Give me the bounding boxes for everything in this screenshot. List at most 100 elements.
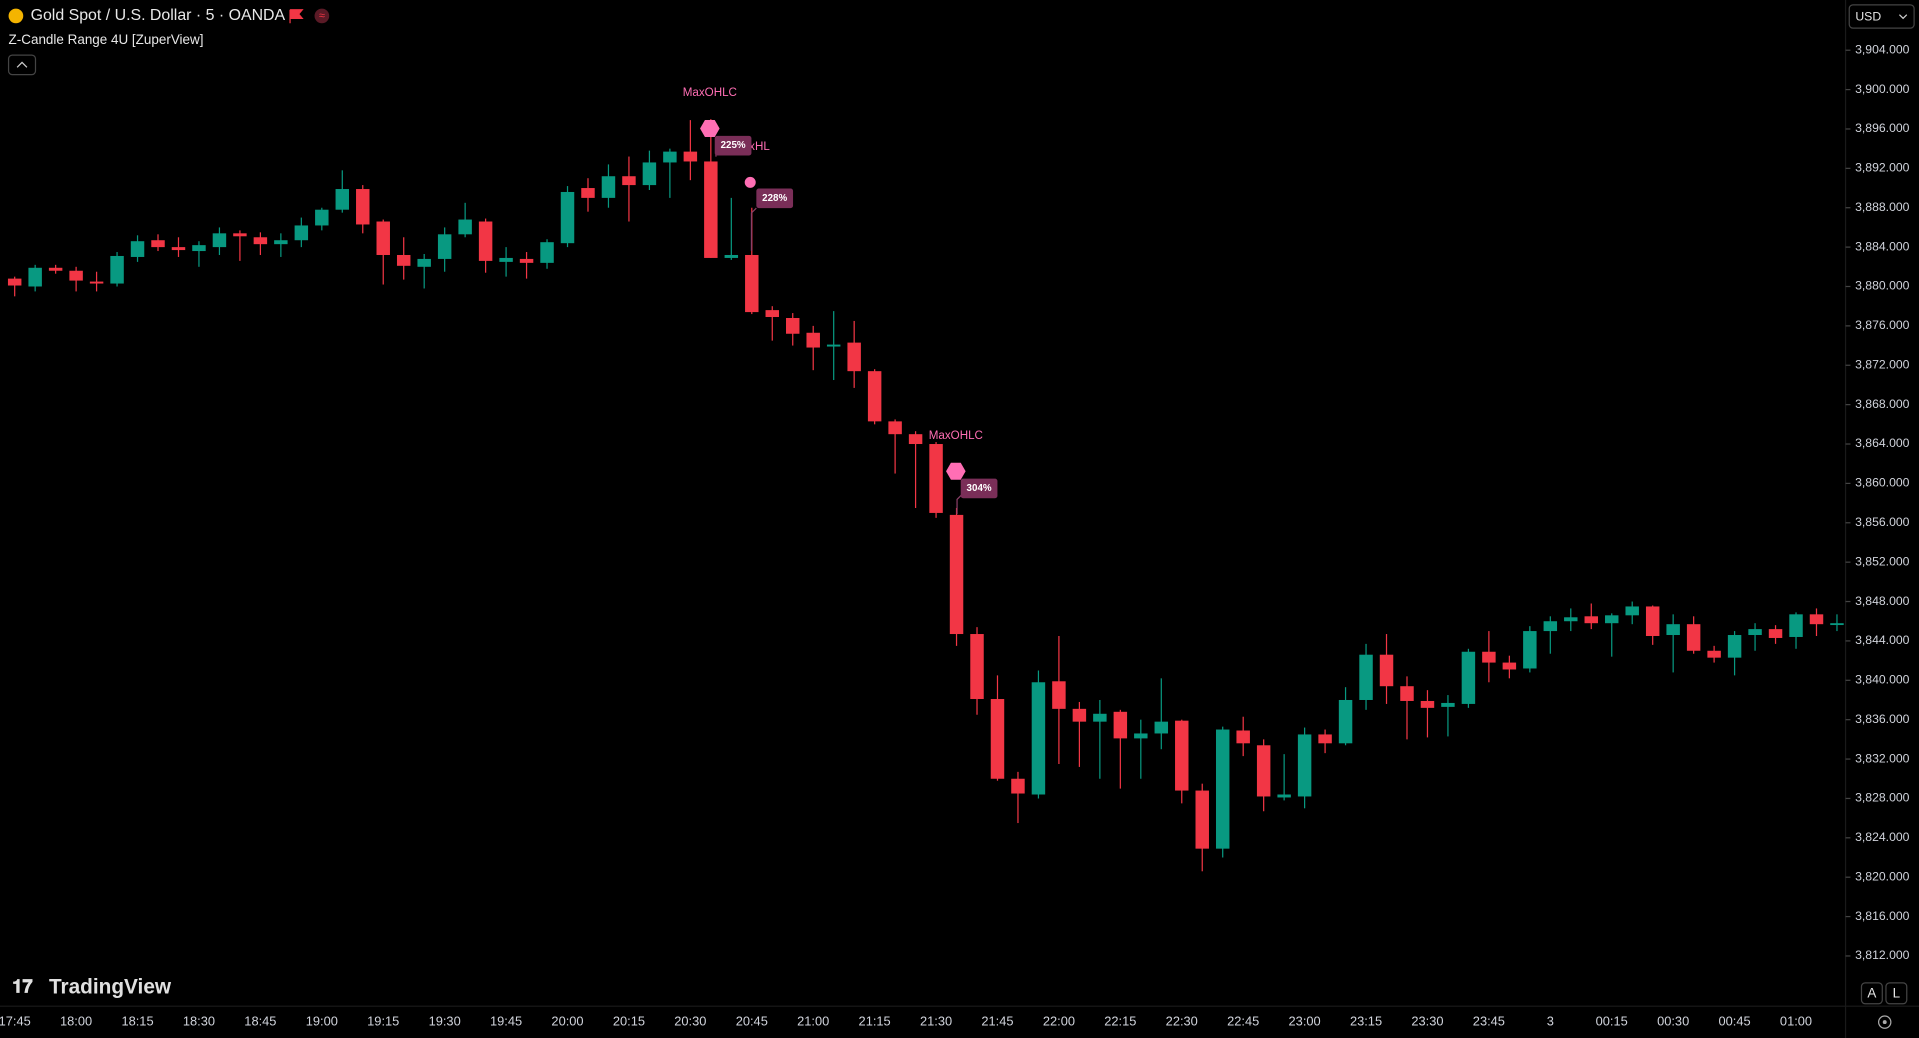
- y-tick-label: 3,820.000: [1855, 869, 1910, 883]
- y-tick-label: 3,892.000: [1855, 161, 1910, 175]
- candle-body: [1195, 790, 1209, 849]
- y-tick-label: 3,868.000: [1855, 397, 1910, 411]
- candle-body: [765, 310, 779, 318]
- flag-icon[interactable]: [289, 9, 304, 24]
- y-tick-label: 3,896.000: [1855, 121, 1910, 135]
- candle-body: [192, 245, 206, 252]
- candle-body: [826, 344, 841, 347]
- candle-body: [1134, 733, 1148, 739]
- candle-body: [1645, 606, 1660, 636]
- candle-body: [1482, 651, 1496, 663]
- candle-body: [1707, 650, 1721, 658]
- candle-body: [69, 270, 83, 281]
- x-tick-label: 18:30: [183, 1013, 215, 1028]
- candle-body: [171, 247, 186, 251]
- candle-body: [376, 221, 390, 255]
- candle-body: [437, 234, 452, 259]
- currency-caret: [1898, 14, 1908, 20]
- annotation-box: [756, 188, 794, 209]
- auto-scale-button[interactable]: [1860, 982, 1883, 1005]
- indicator-title[interactable]: Z-Candle Range 4U [ZuperView]: [9, 32, 204, 47]
- currency-select[interactable]: [1848, 4, 1915, 29]
- x-tick-label: 20:30: [674, 1013, 706, 1028]
- watermark-logo: 𝟏𝟕: [12, 976, 32, 997]
- y-tick-label: 3,900.000: [1855, 82, 1910, 96]
- x-tick-label: 19:30: [429, 1013, 461, 1028]
- y-tick-label: 3,816.000: [1855, 909, 1910, 923]
- candle-body: [1625, 606, 1639, 616]
- log-scale-button[interactable]: [1885, 982, 1908, 1005]
- candle-body: [1523, 631, 1537, 669]
- x-tick-label: 20:00: [551, 1013, 583, 1028]
- x-tick-label: 21:00: [797, 1013, 829, 1028]
- plot: 3,812.000 3,816.000 3,820.000 3,824.000 3,82…: [0, 42, 1910, 1028]
- candle-body: [1379, 654, 1394, 687]
- candle-body: [1113, 711, 1128, 739]
- candle-body: [28, 267, 42, 287]
- candle-body: [1359, 654, 1373, 700]
- candle-body: [663, 151, 677, 163]
- candle-body: [1789, 614, 1803, 637]
- symbol-title[interactable]: Gold Spot / U.S. Dollar · 5 · OANDA: [31, 7, 286, 24]
- candle-body: [274, 240, 288, 245]
- candle-body: [396, 254, 411, 266]
- candle-body: [1052, 681, 1066, 709]
- candle-body: [888, 421, 902, 435]
- candle-body: [1215, 729, 1230, 849]
- collapse-button[interactable]: [7, 54, 37, 76]
- candle-body: [806, 332, 820, 348]
- candle-body: [356, 189, 370, 225]
- candle-body: [1830, 623, 1844, 626]
- marker-connector: [750, 207, 757, 251]
- x-tick-label: 01:00: [1780, 1013, 1812, 1028]
- candle-body: [1154, 721, 1169, 734]
- candle-body: [581, 188, 595, 198]
- y-tick-label: 3,880.000: [1855, 279, 1910, 293]
- candle-body: [458, 219, 472, 235]
- y-tick-label: 3,884.000: [1855, 239, 1910, 253]
- candle-body: [847, 342, 861, 372]
- candle-body: [540, 242, 554, 263]
- candle-body: [1605, 615, 1619, 624]
- x-tick-label: 19:00: [306, 1013, 338, 1028]
- x-tick-label: 21:45: [981, 1013, 1013, 1028]
- candle-body: [1686, 624, 1701, 651]
- candle-body: [417, 258, 431, 267]
- x-tick-label: 17:45: [0, 1013, 31, 1028]
- x-tick-label: 23:30: [1411, 1013, 1443, 1028]
- auto-scale-label: A: [1867, 985, 1876, 1000]
- candle-body: [1093, 713, 1107, 722]
- candle-body: [724, 254, 739, 258]
- status-icon[interactable]: [314, 8, 330, 24]
- candle-body: [1338, 699, 1353, 744]
- candle-body: [949, 514, 964, 635]
- candle-body: [7, 278, 22, 286]
- x-tick-label: 3: [1547, 1013, 1554, 1028]
- candle-body: [1072, 708, 1087, 722]
- candle-body: [786, 317, 800, 334]
- x-tick-label: 20:15: [613, 1013, 645, 1028]
- x-tick-label: 22:00: [1043, 1013, 1075, 1028]
- x-tick-label: 22:30: [1166, 1013, 1198, 1028]
- candle-body: [622, 176, 636, 186]
- candle-body: [1666, 624, 1680, 636]
- candle-body: [519, 258, 534, 263]
- settings-icon[interactable]: [1878, 1015, 1892, 1029]
- x-tick-label: 00:45: [1719, 1013, 1751, 1028]
- x-tick-label: 18:00: [60, 1013, 92, 1028]
- candle-body: [1277, 794, 1291, 798]
- candle-body: [1236, 730, 1250, 744]
- x-tick-label: 23:45: [1473, 1013, 1505, 1028]
- candle-body: [745, 254, 759, 313]
- symbol-icon[interactable]: [8, 8, 24, 24]
- candle-body: [315, 209, 329, 226]
- y-tick-label: 3,876.000: [1855, 318, 1910, 332]
- y-tick-label: 3,888.000: [1855, 200, 1910, 214]
- collapse-icon: [16, 61, 28, 68]
- candle-body: [1420, 700, 1435, 708]
- y-tick-label: 3,844.000: [1855, 633, 1910, 647]
- annotation-value: 304%: [967, 483, 992, 494]
- x-tick-label: 19:15: [367, 1013, 399, 1028]
- candle-body: [48, 267, 63, 271]
- x-tick-label: 19:45: [490, 1013, 522, 1028]
